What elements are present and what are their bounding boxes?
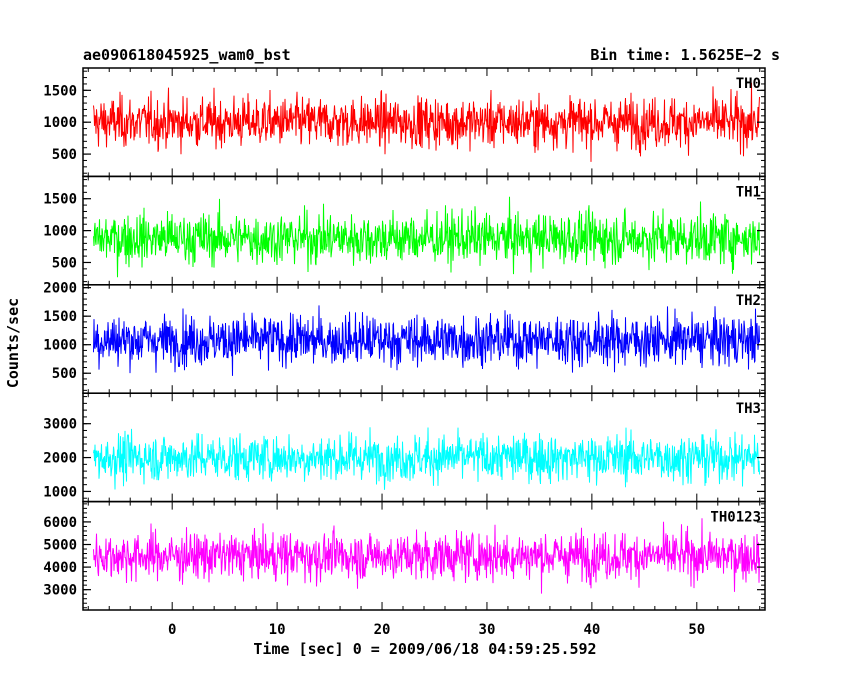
panel-label: TH0 xyxy=(736,76,761,92)
panel-th1: 500 1000 1500 TH1 xyxy=(43,175,766,286)
x-tick-label: 30 xyxy=(479,622,496,638)
panel-frame xyxy=(82,392,766,503)
y-tick-label: 2000 xyxy=(43,451,77,467)
panel-label: TH1 xyxy=(736,184,761,200)
panels-group: 500 1000 1500 TH0 500 1000 1500 TH1 500 1000 1500 2… xyxy=(43,67,766,611)
y-tick-label: 500 xyxy=(52,147,77,163)
panel-th2: 500 1000 1500 2000 TH2 xyxy=(43,281,766,394)
panel-label: TH2 xyxy=(736,293,761,309)
y-tick-label: 500 xyxy=(52,255,77,271)
y-tick-label: 1500 xyxy=(43,309,77,325)
y-tick-label: 1500 xyxy=(43,192,77,208)
y-tick-label: 1000 xyxy=(43,224,77,240)
panel-label: TH3 xyxy=(736,401,761,417)
y-tick-label: 6000 xyxy=(43,515,77,531)
series-line-th2 xyxy=(93,305,760,376)
y-tick-label: 500 xyxy=(52,366,77,382)
y-tick-label: 5000 xyxy=(43,538,77,554)
y-tick-label: 2000 xyxy=(43,281,77,297)
y-tick-label: 1000 xyxy=(43,338,77,354)
y-tick-label: 1500 xyxy=(43,83,77,99)
x-axis-tick-labels: 0 10 20 30 40 50 xyxy=(168,622,705,638)
x-tick-label: 0 xyxy=(168,622,176,638)
panel-th3: 1000 2000 3000 TH3 xyxy=(43,392,766,503)
series-line-th3 xyxy=(93,427,760,490)
x-tick-label: 20 xyxy=(374,622,391,638)
x-tick-label: 40 xyxy=(583,622,600,638)
series-line-th0123 xyxy=(93,518,760,594)
series-line-th1 xyxy=(93,196,760,278)
chart-title: ae090618045925_wam0_bst xyxy=(83,46,291,64)
panel-label: TH0123 xyxy=(710,510,761,526)
y-axis-label: Counts/sec xyxy=(4,298,22,388)
series-line-th0 xyxy=(93,82,760,162)
y-tick-label: 3000 xyxy=(43,417,77,433)
panel-th0123: 3000 4000 5000 6000 TH0123 xyxy=(43,500,766,611)
x-tick-label: 10 xyxy=(269,622,286,638)
x-tick-label: 50 xyxy=(688,622,705,638)
y-tick-label: 1000 xyxy=(43,484,77,500)
y-tick-label: 3000 xyxy=(43,583,77,599)
y-tick-label: 4000 xyxy=(43,560,77,576)
y-tick-label: 1000 xyxy=(43,115,77,131)
panel-th0: 500 1000 1500 TH0 xyxy=(43,67,766,178)
bin-time-label: Bin time: 1.5625E−2 s xyxy=(590,46,780,64)
x-axis-label: Time [sec] 0 = 2009/06/18 04:59:25.592 xyxy=(253,640,596,658)
